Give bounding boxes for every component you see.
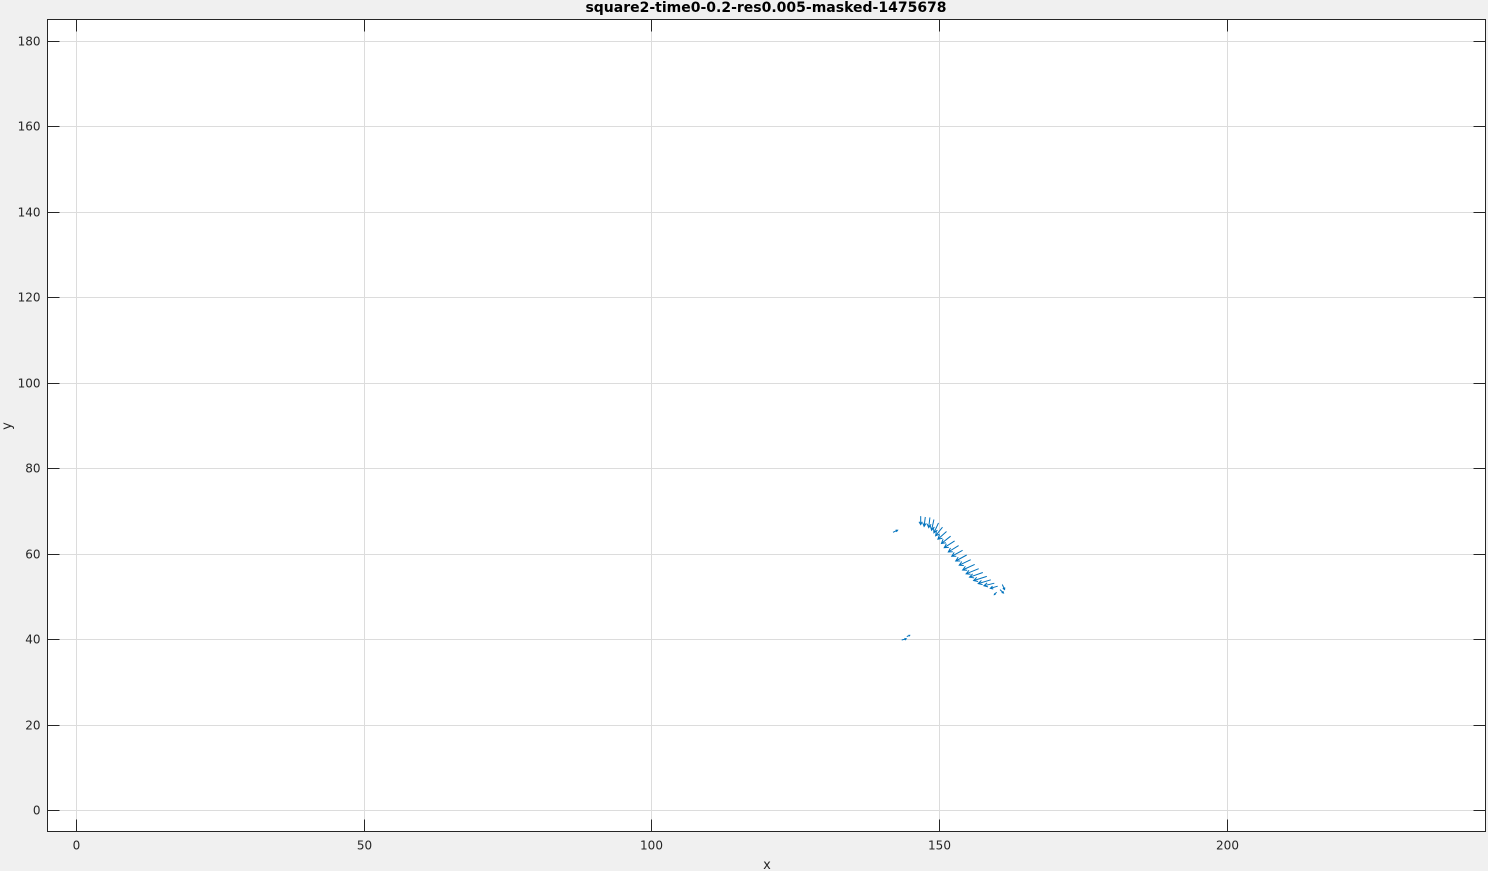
x-axis-label: x: [763, 858, 771, 871]
quiver-arrow: [934, 526, 943, 537]
quiver-arrow-path: [929, 519, 935, 532]
quiver-arrow-path: [977, 579, 991, 586]
quiver-arrow: [954, 554, 967, 562]
quiver-arrow-path: [950, 549, 963, 557]
quiver-arrow-path: [922, 516, 927, 528]
quiver-arrow: [922, 516, 927, 528]
quiver-arrow-path: [906, 634, 911, 638]
x-tick-label: 0: [73, 839, 81, 853]
quiver-arrow: [999, 589, 1005, 594]
x-tick-label: 50: [357, 839, 372, 853]
y-tick-label: 100: [18, 377, 41, 391]
quiver-arrow: [1001, 584, 1006, 591]
quiver-arrow: [961, 563, 975, 571]
quiver-arrow-path: [982, 582, 995, 588]
y-tick-label: 140: [18, 206, 41, 220]
quiver-arrow-path: [918, 516, 923, 526]
quiver-arrow-path: [1001, 584, 1006, 591]
quiver-arrow: [977, 579, 991, 586]
x-tick-label: 100: [640, 839, 663, 853]
y-tick-label: 20: [25, 719, 40, 733]
tick-labels: 0 50 100 150 200 0 20 40 60 80 100 120 140 160 180: [18, 35, 1239, 853]
y-tick-label: 40: [25, 633, 40, 647]
chart-title: square2-time0-0.2-res0.005-masked-147567…: [585, 0, 946, 16]
quiver-arrow: [933, 522, 939, 534]
quiver-arrow: [906, 634, 911, 638]
y-tick-label: 0: [33, 804, 41, 818]
quiver-arrow-path: [926, 517, 932, 529]
quiver-arrow: [982, 582, 995, 588]
quiver-arrow: [929, 519, 935, 532]
quiver-arrow-path: [940, 535, 951, 545]
quiver-arrow: [937, 531, 947, 540]
quiver-arrow: [993, 591, 997, 596]
quiver-arrow-path: [943, 540, 955, 549]
quiver-arrow: [968, 572, 983, 579]
quiver-arrow: [972, 575, 987, 582]
quiver-arrow-path: [901, 637, 908, 641]
quiver-arrow-path: [958, 559, 971, 566]
quiver-arrow-path: [999, 589, 1005, 594]
quiver-arrow-path: [968, 572, 983, 579]
quiver-arrows: [892, 516, 1006, 641]
quiver-arrow-path: [954, 554, 967, 562]
plot-area: [47, 19, 1486, 832]
tick-marks: [47, 19, 1486, 832]
y-axis-label: y: [0, 422, 15, 430]
quiver-arrow: [950, 549, 963, 557]
quiver-arrow-path: [947, 545, 959, 553]
quiver-arrow-path: [989, 585, 998, 590]
quiver-arrow: [958, 559, 971, 566]
quiver-arrow-path: [937, 531, 947, 540]
quiver-arrow-path: [934, 526, 943, 537]
quiver-arrow-path: [961, 563, 975, 571]
y-tick-label: 180: [18, 35, 41, 49]
y-tick-label: 60: [25, 548, 40, 562]
quiver-arrow: [947, 545, 959, 553]
quiver-arrow: [901, 637, 908, 641]
quiver-arrow: [892, 529, 899, 533]
quiver-arrow: [989, 585, 998, 590]
grid-lines: [47, 19, 1486, 832]
quiver-arrow-path: [993, 591, 997, 596]
y-tick-label: 160: [18, 120, 41, 134]
x-tick-label: 150: [928, 839, 951, 853]
quiver-arrow-path: [972, 575, 987, 582]
y-tick-label: 80: [25, 462, 40, 476]
quiver-arrow: [918, 516, 923, 526]
quiver-arrow-path: [892, 529, 899, 533]
quiver-arrow-path: [965, 568, 979, 575]
x-tick-label: 200: [1216, 839, 1239, 853]
quiver-arrow: [943, 540, 955, 549]
quiver-arrow: [940, 535, 951, 545]
quiver-arrow-path: [933, 522, 939, 534]
y-tick-label: 120: [18, 291, 41, 305]
quiver-arrow: [965, 568, 979, 575]
quiver-arrow: [926, 517, 932, 529]
